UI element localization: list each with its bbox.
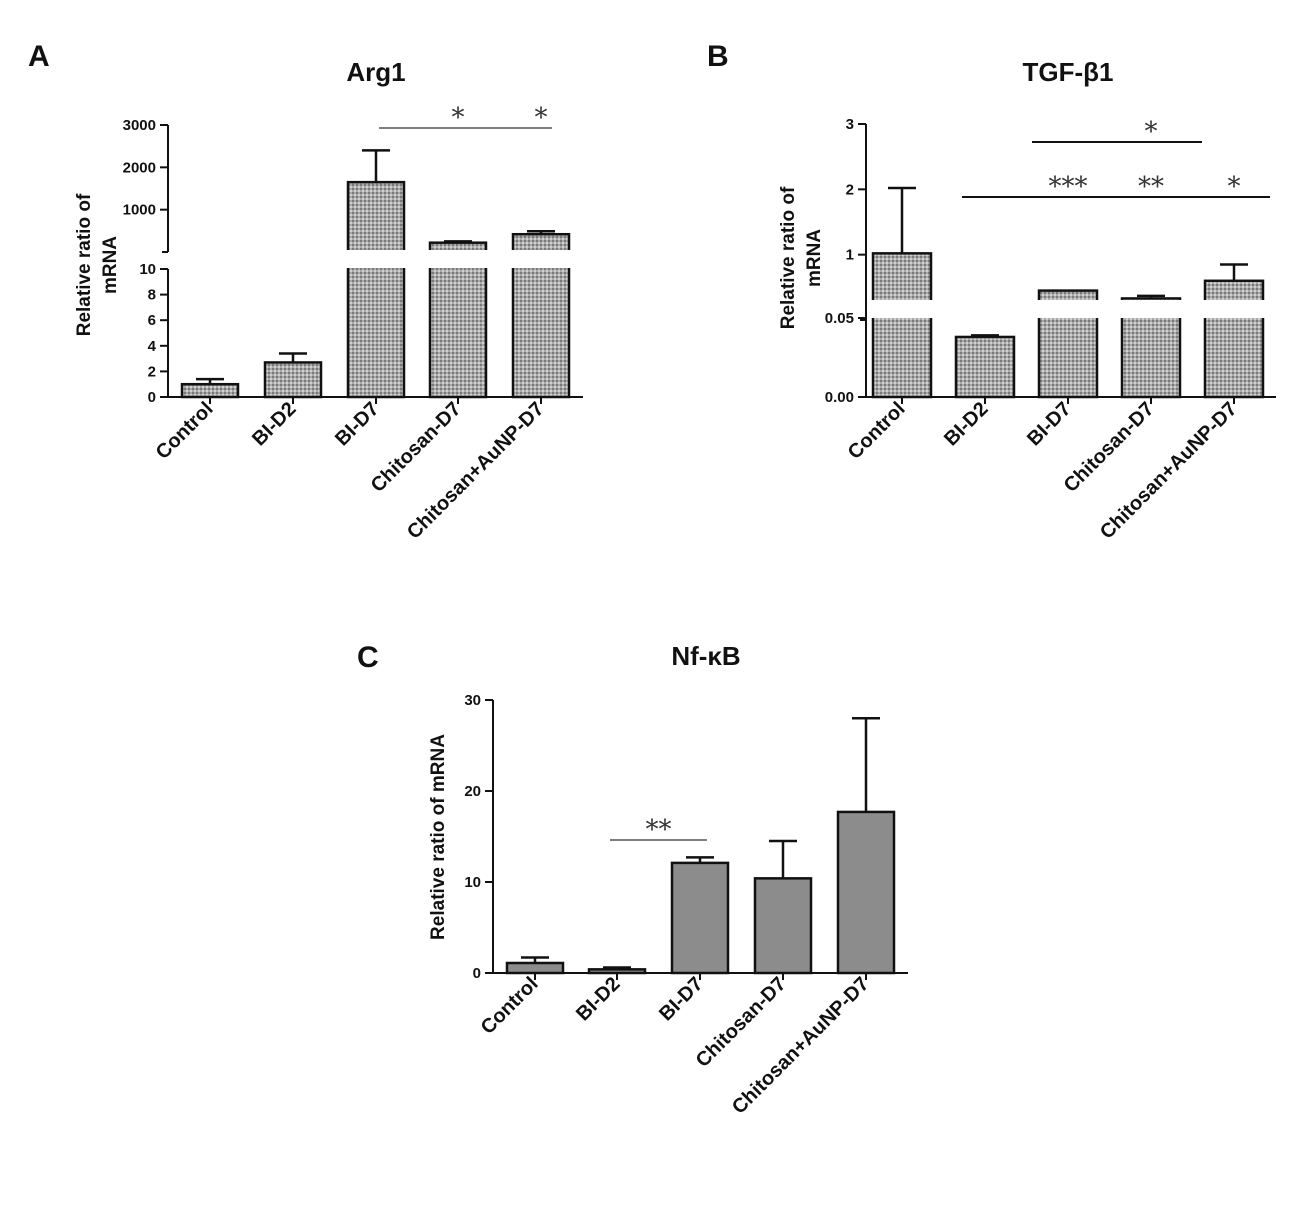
y-tick-label: 4 (148, 338, 157, 355)
bar-bi-d7 (670, 861, 730, 975)
category-label-bi-d2: BI-D2 (940, 398, 992, 450)
category-label-control: Control (844, 398, 910, 464)
y-tick-label: 0.00 (825, 389, 854, 406)
significance-mark: *** (1049, 172, 1088, 202)
y-tick-label: 2 (846, 181, 854, 198)
panel-letter-b: B (707, 40, 729, 73)
category-label-chitosan-aunp-d7: Chitosan+AuNP-D7 (403, 398, 549, 544)
y-ticks-lower: 0.00 0.05 (825, 310, 866, 406)
category-label-bi-d7: BI-D7 (1023, 398, 1075, 450)
significance-mark: * (1145, 117, 1158, 147)
y-ticks-lower: 0 2 4 6 8 10 (139, 261, 168, 406)
bars (170, 149, 577, 399)
significance: ** (379, 103, 552, 133)
category-label-control: Control (152, 398, 218, 464)
significance-mark: ** (646, 815, 672, 845)
y-tick-label: 8 (148, 287, 156, 304)
bar-chitosan-d7 (428, 241, 488, 399)
significance-mark: * (1228, 172, 1241, 202)
category-label-bi-d2: BI-D2 (248, 398, 300, 450)
significance-mark: * (452, 103, 465, 133)
panel-arg1: A Arg1 Relative ratio of mRNA 0 2 4 6 8 10 10… (28, 40, 583, 544)
bar-chitosan-aunp-d7 (836, 810, 896, 975)
chart-title: TGF-β1 (1023, 57, 1114, 87)
y-tick-label: 6 (148, 312, 156, 329)
bar-control (180, 382, 240, 399)
y-axis-label-line2: mRNA (804, 229, 825, 287)
significance-mark: ** (1138, 172, 1164, 202)
bar-chitosan-d7 (753, 877, 813, 975)
y-ticks: 0 10 20 30 (464, 692, 493, 982)
axes (162, 125, 583, 404)
bar-bi-d7 (346, 180, 406, 399)
y-axis-label-line1: Relative ratio of (778, 186, 799, 329)
y-ticks-upper: 1 2 3 (846, 116, 866, 264)
bars (868, 186, 1271, 399)
category-label-bi-d2: BI-D2 (572, 973, 624, 1025)
category-label-bi-d7: BI-D7 (331, 398, 383, 450)
y-axis-label-line1: Relative ratio of (74, 193, 95, 336)
bar-control (871, 252, 933, 399)
bar-bi-d2 (263, 361, 323, 399)
y-ticks-upper: 1000 2000 3000 (123, 117, 168, 219)
panel-nf-kb: C Nf-κB Relative ratio of mRNA 0 10 20 30 *… (357, 641, 908, 1119)
axes (492, 700, 908, 980)
bars (505, 716, 896, 975)
panel-letter-a: A (28, 40, 50, 73)
significance: ** (610, 815, 707, 845)
category-label-control: Control (477, 973, 543, 1039)
y-tick-label: 3 (846, 116, 854, 133)
chart-title: Nf-κB (671, 641, 740, 671)
category-labels: Control BI-D2 BI-D7Chitosan-D7Chitosan+AuN… (152, 398, 549, 544)
y-tick-label: 2 (148, 363, 156, 380)
significance: **** ** * (962, 117, 1270, 202)
category-label-bi-d7: BI-D7 (655, 973, 707, 1025)
y-tick-label: 10 (139, 261, 156, 278)
chart-title: Arg1 (346, 57, 405, 87)
category-label-chitosan-aunp-d7: Chitosan+AuNP-D7 (728, 973, 874, 1119)
axis-break-gap (170, 250, 577, 268)
y-axis-label: Relative ratio of mRNA (428, 734, 449, 940)
category-labels: Control BI-D2 BI-D7Chitosan-D7Chitosan+AuN… (844, 398, 1242, 544)
category-label-chitosan-aunp-d7: Chitosan+AuNP-D7 (1096, 398, 1242, 544)
y-axis-label-line2: mRNA (100, 236, 121, 294)
y-tick-label: 1000 (123, 202, 156, 219)
y-tick-label: 10 (464, 874, 481, 891)
y-tick-label: 20 (464, 783, 481, 800)
significance-mark: * (535, 103, 548, 133)
axis-break-gap (868, 300, 1271, 318)
bar-chitosan-aunp-d7 (1203, 279, 1265, 399)
y-tick-label: 0 (473, 965, 481, 982)
category-labels: Control BI-D2 BI-D7Chitosan-D7Chitosan+AuN… (477, 973, 874, 1119)
y-tick-label: 30 (464, 692, 481, 709)
panel-letter-c: C (357, 641, 379, 674)
axes (860, 124, 1276, 404)
y-tick-label: 3000 (123, 117, 156, 134)
y-tick-label: 0.05 (825, 310, 854, 327)
y-tick-label: 1 (846, 247, 854, 264)
bar-bi-d2 (954, 335, 1016, 399)
panel-tgf-beta1: B TGF-β1 Relative ratio of mRNA 0.00 0.05… (707, 40, 1276, 544)
y-tick-label: 0 (148, 389, 156, 406)
bar-control (505, 961, 565, 975)
y-tick-label: 2000 (123, 159, 156, 176)
